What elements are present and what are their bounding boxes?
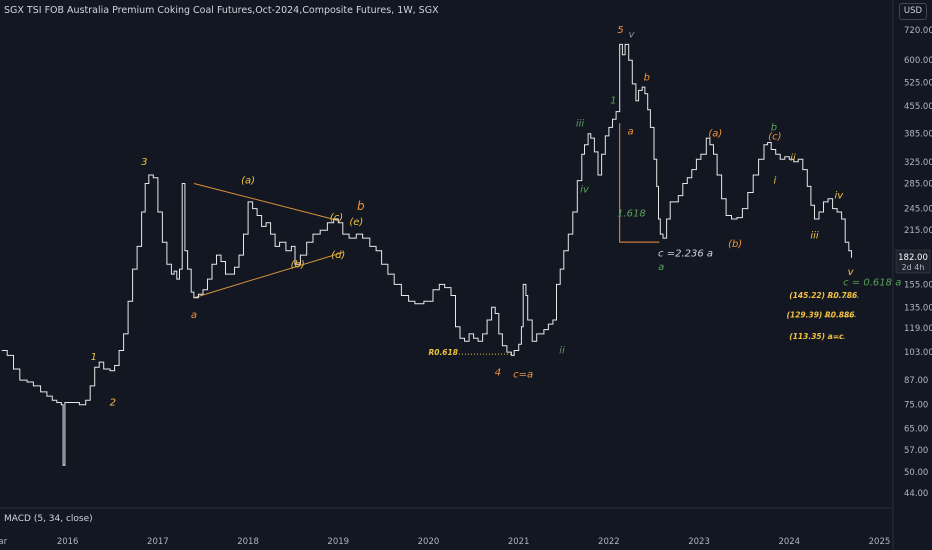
wave-label: c=a bbox=[513, 369, 533, 380]
x-tick-label: 2018 bbox=[237, 537, 259, 547]
wave-label: (a) bbox=[241, 176, 255, 187]
last-price-countdown: 2d 4h bbox=[902, 263, 925, 272]
fib-extension-bracket bbox=[619, 123, 660, 243]
y-tick-label: 103.00 bbox=[904, 348, 932, 358]
wave-label: R0.618 bbox=[428, 348, 458, 357]
y-axis: 720.00 600.00 525.00 455.00 385.00 325.00 285.… bbox=[904, 26, 932, 499]
wave-label: (d) bbox=[331, 250, 345, 261]
y-tick-label: 325.00 bbox=[904, 158, 932, 168]
y-tick-label: 119.00 bbox=[904, 324, 932, 334]
y-tick-label: 720.00 bbox=[904, 26, 932, 36]
wave-label: a bbox=[191, 310, 197, 321]
wave-label: 5 bbox=[617, 25, 623, 36]
wave-label: b bbox=[771, 122, 777, 133]
wave-label: (c) bbox=[330, 213, 343, 224]
x-tick-label: 2024 bbox=[778, 537, 800, 547]
y-tick-label: 285.00 bbox=[904, 180, 932, 190]
last-price-tag: 182.00 2d 4h bbox=[895, 249, 931, 274]
wave-label: (129.39) R0.886 bbox=[787, 310, 855, 319]
wave-label: (145.22) R0.786 bbox=[789, 291, 857, 300]
wave-label: (e) bbox=[349, 217, 363, 228]
wave-label: 4 bbox=[495, 368, 501, 379]
wave-label: (b) bbox=[728, 239, 742, 250]
y-tick-label: 57.00 bbox=[904, 446, 928, 456]
wave-label: ii bbox=[559, 346, 565, 357]
y-tick-label: 155.00 bbox=[904, 280, 932, 290]
y-tick-label: 65.00 bbox=[904, 424, 928, 434]
x-tick-label: ar bbox=[0, 537, 8, 547]
macd-indicator-label[interactable]: MACD (5, 34, close) bbox=[4, 514, 93, 524]
wave-label: 1 bbox=[610, 96, 616, 107]
y-tick-label: 525.00 bbox=[904, 78, 932, 88]
x-tick-label: 2016 bbox=[57, 537, 79, 547]
wave-label: iv bbox=[580, 184, 590, 195]
y-tick-label: 600.00 bbox=[904, 56, 932, 66]
wave-label: iii bbox=[576, 118, 585, 129]
grid bbox=[0, 0, 894, 550]
trendline bbox=[193, 183, 339, 221]
currency-button[interactable]: USD bbox=[899, 3, 927, 20]
wave-shapes bbox=[193, 123, 660, 299]
wave-label: (c) bbox=[768, 132, 781, 143]
wave-label: v bbox=[848, 267, 855, 278]
wave-label: 2 bbox=[110, 397, 116, 408]
y-tick-label: 135.00 bbox=[904, 303, 932, 313]
x-tick-label: 2023 bbox=[688, 537, 710, 547]
wave-label: 3 bbox=[141, 157, 147, 168]
wave-label: iii bbox=[810, 231, 819, 242]
wave-label: b bbox=[644, 73, 650, 84]
wave-label: (a) bbox=[708, 129, 722, 140]
wave-label: i bbox=[773, 176, 776, 187]
wave-label: iv bbox=[835, 191, 845, 202]
x-tick-label: 2025 bbox=[869, 537, 891, 547]
wave-label: 1 bbox=[91, 352, 97, 363]
y-tick-label: 245.00 bbox=[904, 205, 932, 215]
last-price-value: 182.00 bbox=[898, 253, 928, 263]
x-tick-label: 2017 bbox=[147, 537, 169, 547]
chart-title: SGX TSI FOB Australia Premium Coking Coa… bbox=[4, 5, 439, 16]
x-tick-label: 2019 bbox=[327, 537, 349, 547]
wave-label: a bbox=[627, 127, 633, 138]
x-tick-label: 2022 bbox=[598, 537, 620, 547]
x-tick-label: 2020 bbox=[418, 537, 440, 547]
wave-label: ii bbox=[790, 153, 796, 164]
wave-label: b bbox=[357, 199, 365, 213]
wave-label: c = 0.618 a bbox=[843, 277, 901, 288]
wave-label: v bbox=[628, 30, 635, 41]
wave-label: (b) bbox=[291, 259, 305, 270]
y-tick-label: 215.00 bbox=[904, 226, 932, 236]
wave-label: c =2.236 a bbox=[658, 248, 713, 259]
wave-label: a bbox=[658, 262, 664, 273]
wave-label: (113.35) a=c bbox=[789, 332, 844, 341]
x-axis: ar 2016 2017 2018 2019 2020 2021 2022 2023 2024 20… bbox=[0, 537, 890, 547]
y-tick-label: 75.00 bbox=[904, 401, 928, 411]
y-tick-label: 87.00 bbox=[904, 376, 928, 386]
wave-label: 1.618 bbox=[617, 208, 646, 219]
y-tick-label: 385.00 bbox=[904, 130, 932, 140]
trendline bbox=[193, 251, 343, 299]
y-tick-label: 455.00 bbox=[904, 102, 932, 112]
y-tick-label: 44.00 bbox=[904, 489, 928, 499]
x-tick-label: 2021 bbox=[508, 537, 530, 547]
y-tick-label: 50.00 bbox=[904, 468, 928, 478]
price-line bbox=[1, 43, 852, 466]
